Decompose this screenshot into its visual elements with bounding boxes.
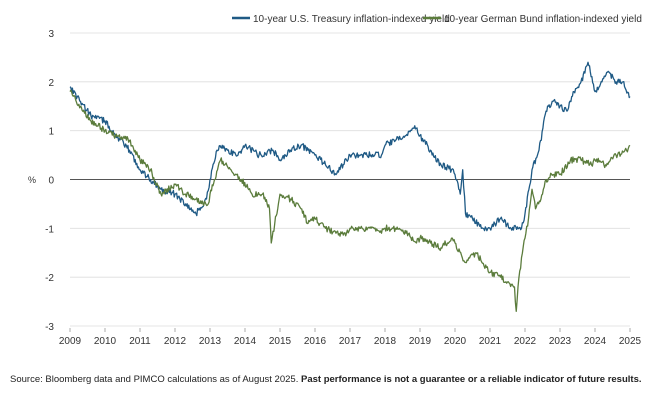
series-lines — [69, 61, 631, 312]
german-bund-line — [69, 89, 631, 312]
x-tick-label: 2023 — [549, 336, 572, 347]
x-tick-label: 2024 — [584, 336, 607, 347]
legend-label-us: 10-year U.S. Treasury inflation-indexed … — [253, 14, 450, 25]
x-tick-label: 2014 — [234, 336, 257, 347]
y-tick-label: 0 — [48, 176, 54, 187]
y-tick-label: 3 — [48, 29, 54, 40]
x-tick-label: 2012 — [164, 336, 187, 347]
y-tick-label: 1 — [48, 127, 54, 138]
x-tick-label: 2013 — [199, 336, 222, 347]
x-tick-label: 2016 — [304, 336, 327, 347]
x-tick-label: 2011 — [129, 336, 151, 347]
x-tick-label: 2009 — [59, 336, 82, 347]
y-tick-label: -3 — [45, 322, 54, 333]
x-tick-label: 2020 — [444, 336, 467, 347]
x-tick-label: 2015 — [269, 336, 292, 347]
legend-label-german: 10-year German Bund inflation-indexed yi… — [444, 14, 642, 25]
x-tick-label: 2018 — [374, 336, 397, 347]
x-tick-label: 2010 — [94, 336, 117, 347]
chart-legend: 10-year U.S. Treasury inflation-indexed … — [232, 14, 642, 25]
x-tick-label: 2025 — [619, 336, 642, 347]
x-tick-label: 2022 — [514, 336, 537, 347]
y-axis-label: % — [28, 175, 36, 185]
source-note: Source: Bloomberg data and PIMCO calcula… — [10, 374, 642, 385]
y-tick-label: 2 — [48, 78, 54, 89]
line-chart: 10-year U.S. Treasury inflation-indexed … — [28, 14, 642, 347]
x-tick-label: 2021 — [479, 336, 502, 347]
y-tick-labels: -3 -2 -1 0 1 2 3 — [45, 29, 54, 333]
y-tick-label: -1 — [45, 224, 54, 235]
x-tick-labels: 2009 2010 2011 2012 2013 2014 2015 2016 2017 2018… — [59, 328, 642, 347]
source-text: Source: Bloomberg data and PIMCO calcula… — [10, 374, 299, 385]
disclaimer-text: Past performance is not a guarantee or a… — [300, 374, 642, 385]
y-tick-label: -2 — [45, 273, 54, 284]
us-treasury-line — [69, 61, 631, 232]
x-tick-label: 2017 — [339, 336, 362, 347]
x-tick-label: 2019 — [409, 336, 432, 347]
